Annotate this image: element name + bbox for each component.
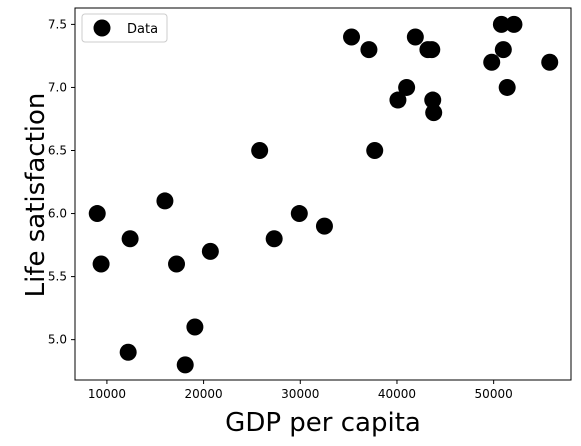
data-point — [389, 91, 407, 109]
y-tick-label: 6.0 — [48, 207, 67, 221]
legend: Data — [81, 13, 168, 43]
data-point — [406, 28, 424, 46]
data-point — [492, 15, 510, 33]
legend-label: Data — [127, 22, 158, 37]
data-point — [423, 41, 441, 59]
data-point — [265, 230, 283, 248]
y-tick-label: 7.5 — [48, 17, 67, 31]
data-points — [88, 15, 559, 374]
data-point — [92, 255, 110, 273]
data-point — [398, 78, 416, 96]
data-point — [156, 192, 174, 210]
data-point — [168, 255, 186, 273]
legend-marker — [93, 19, 111, 37]
data-point — [176, 356, 194, 374]
data-point — [88, 205, 106, 223]
data-point — [424, 91, 442, 109]
data-point — [505, 15, 523, 33]
x-tick-label: 40000 — [378, 387, 416, 401]
x-tick-label: 30000 — [281, 387, 319, 401]
y-tick-label: 5.5 — [48, 270, 67, 284]
data-point — [121, 230, 139, 248]
x-tick-label: 20000 — [184, 387, 222, 401]
data-point — [251, 141, 269, 159]
data-point — [494, 41, 512, 59]
x-axis-label: GDP per capita — [225, 408, 421, 438]
x-tick-label: 10000 — [88, 387, 126, 401]
data-point — [201, 242, 219, 260]
axis-ticks: 10000 20000 30000 40000 50000 5.0 5.5 6.0 6.5 7.0… — [48, 17, 513, 401]
data-point — [425, 104, 443, 122]
data-point — [119, 343, 137, 361]
y-tick-label: 5.0 — [48, 333, 67, 347]
y-tick-label: 6.5 — [48, 143, 67, 157]
data-point — [366, 141, 384, 159]
plot-frame — [74, 7, 572, 381]
data-point — [541, 53, 559, 71]
data-point — [483, 53, 501, 71]
data-point — [290, 205, 308, 223]
y-axis-label: Life satisfaction — [21, 93, 51, 298]
y-tick-label: 7.0 — [48, 80, 67, 94]
data-point — [343, 28, 361, 46]
data-point — [498, 78, 516, 96]
data-point — [315, 217, 333, 235]
data-point — [186, 318, 204, 336]
x-tick-label: 50000 — [475, 387, 513, 401]
data-point — [360, 41, 378, 59]
